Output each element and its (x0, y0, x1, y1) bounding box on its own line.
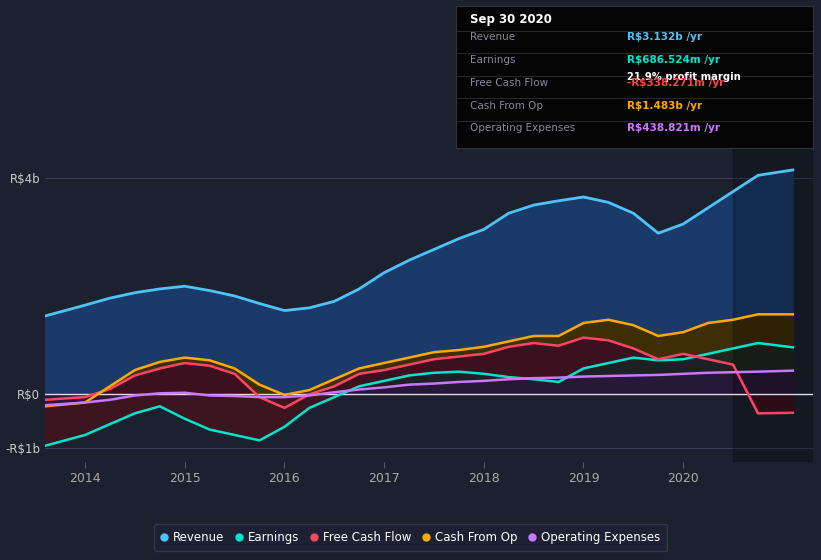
Text: Sep 30 2020: Sep 30 2020 (470, 13, 552, 26)
Text: Cash From Op: Cash From Op (470, 101, 543, 110)
Text: R$438.821m /yr: R$438.821m /yr (627, 123, 720, 133)
Text: R$686.524m /yr: R$686.524m /yr (627, 55, 720, 65)
Text: R$3.132b /yr: R$3.132b /yr (627, 32, 702, 42)
Text: Operating Expenses: Operating Expenses (470, 123, 576, 133)
Text: Revenue: Revenue (470, 32, 515, 42)
Text: Earnings: Earnings (470, 55, 516, 65)
Bar (733, 146, 813, 462)
Legend: Revenue, Earnings, Free Cash Flow, Cash From Op, Operating Expenses: Revenue, Earnings, Free Cash Flow, Cash … (154, 524, 667, 551)
Text: -R$338.271m /yr: -R$338.271m /yr (627, 78, 724, 88)
Text: Free Cash Flow: Free Cash Flow (470, 78, 548, 88)
Text: 21.9% profit margin: 21.9% profit margin (627, 72, 741, 82)
Text: R$1.483b /yr: R$1.483b /yr (627, 101, 702, 110)
